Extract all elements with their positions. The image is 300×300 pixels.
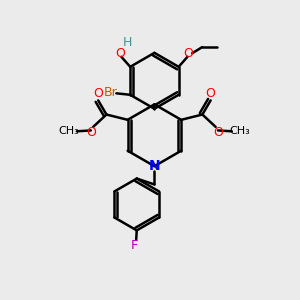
Text: O: O <box>206 87 216 101</box>
Text: O: O <box>93 87 103 101</box>
Text: O: O <box>86 126 96 139</box>
Text: O: O <box>183 47 193 60</box>
Text: O: O <box>116 47 125 60</box>
Text: N: N <box>148 159 160 173</box>
Text: H: H <box>122 36 132 49</box>
Text: O: O <box>213 126 223 139</box>
Text: CH₃: CH₃ <box>230 126 250 136</box>
Text: Br: Br <box>103 86 117 99</box>
Text: F: F <box>131 239 139 252</box>
Text: CH₃: CH₃ <box>58 126 79 136</box>
